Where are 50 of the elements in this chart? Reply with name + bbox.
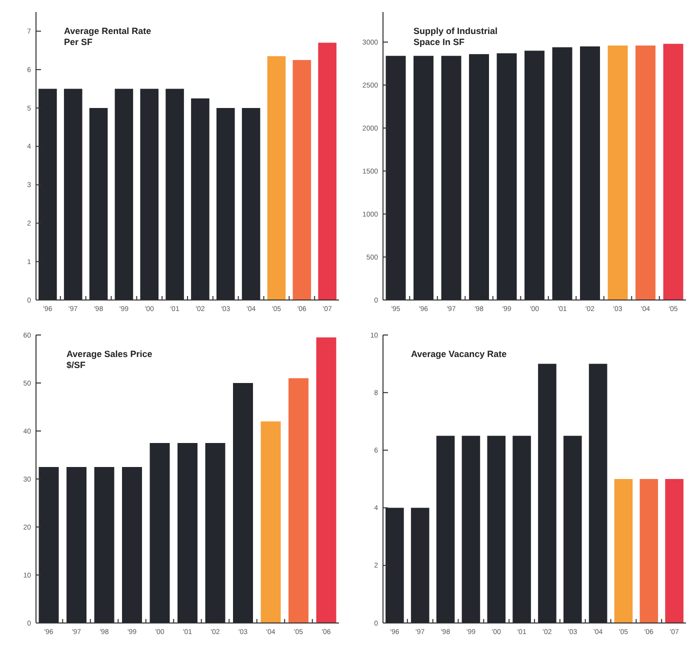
bar — [552, 47, 572, 300]
bar — [150, 443, 170, 623]
bar — [94, 467, 114, 623]
bar — [663, 44, 684, 300]
bar — [122, 467, 142, 623]
bar — [487, 436, 506, 623]
bar — [318, 42, 336, 300]
bar — [386, 56, 406, 300]
bar — [665, 479, 684, 623]
text: Average Sales Price $/SF — [66, 349, 152, 370]
bar — [216, 108, 235, 300]
bar — [114, 88, 134, 300]
bar — [205, 443, 226, 623]
text: Average Vacancy Rate — [410, 349, 507, 359]
bar — [38, 467, 59, 623]
bar — [288, 378, 308, 623]
bar — [267, 56, 286, 300]
bar — [436, 436, 455, 623]
bar — [178, 443, 198, 623]
bar — [614, 479, 633, 623]
bar — [316, 337, 336, 623]
bar — [640, 479, 658, 623]
bar — [441, 56, 462, 300]
bar — [140, 88, 159, 300]
bar — [512, 436, 531, 623]
bar — [292, 60, 312, 300]
bar — [469, 54, 489, 300]
bar — [166, 88, 184, 300]
bar — [580, 46, 600, 300]
bar — [386, 508, 404, 623]
bar — [588, 364, 608, 623]
bar — [414, 56, 434, 300]
bar — [410, 508, 430, 623]
bar — [89, 108, 108, 300]
bar — [38, 88, 57, 300]
text: Average Rental Rate Per SF — [64, 26, 152, 47]
bar — [608, 46, 628, 300]
bar — [191, 98, 210, 300]
bar — [538, 364, 556, 623]
bar — [524, 50, 544, 300]
bar — [66, 467, 86, 623]
text: Supply of Industrial Space In SF — [414, 26, 498, 47]
bar — [233, 383, 253, 623]
bar — [636, 46, 656, 300]
bar — [496, 53, 517, 300]
bar — [260, 421, 281, 623]
bar — [242, 108, 260, 300]
bar — [563, 436, 582, 623]
bar — [64, 88, 82, 300]
bar — [462, 436, 480, 623]
